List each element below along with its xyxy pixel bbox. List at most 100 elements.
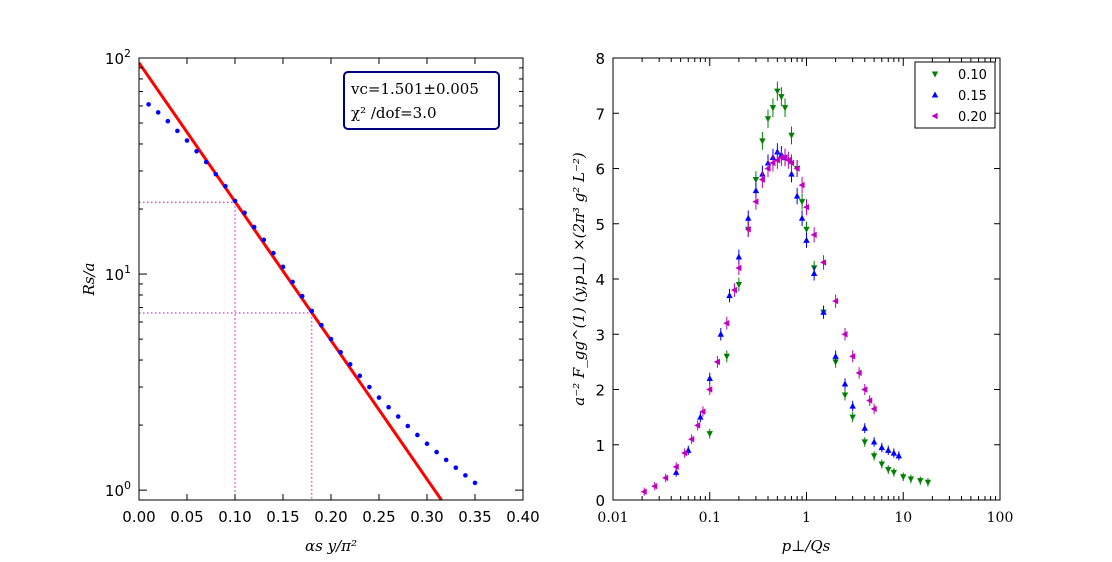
- right-y-tick-label: 7: [595, 105, 605, 123]
- right-x-tick-label: 1: [802, 510, 811, 526]
- data-point: [290, 279, 295, 285]
- data-point: [405, 423, 411, 429]
- data-point: [861, 424, 868, 431]
- data-point: [803, 236, 810, 243]
- right-y-tick-label: 2: [595, 382, 605, 400]
- left-y-tick-label: 100: [105, 479, 131, 500]
- fit-annotation-line1: vc=1.501±0.005: [350, 80, 479, 98]
- data-point: [261, 237, 267, 243]
- data-point: [299, 293, 305, 299]
- data-point: [672, 463, 679, 471]
- left-x-axis-label: αs y/π²: [305, 537, 357, 555]
- data-point: [319, 322, 324, 328]
- data-point: [651, 482, 658, 490]
- data-point: [832, 297, 839, 305]
- data-point: [251, 224, 257, 230]
- data-point: [453, 465, 459, 470]
- data-point: [820, 308, 827, 315]
- data-point: [841, 331, 848, 338]
- data-point: [203, 159, 209, 165]
- data-point: [706, 431, 713, 438]
- data-point: [769, 105, 777, 112]
- data-point: [347, 362, 353, 367]
- data-point: [841, 380, 849, 387]
- left-y-axis-label: Rs/a: [80, 263, 98, 297]
- data-point: [367, 384, 372, 390]
- data-point: [788, 132, 795, 139]
- data-point: [781, 105, 789, 112]
- data-point: [155, 110, 161, 115]
- data-point: [878, 443, 885, 451]
- data-point: [793, 165, 800, 172]
- data-point: [820, 259, 827, 266]
- data-point: [735, 281, 743, 289]
- right-y-tick-label: 3: [595, 326, 605, 344]
- data-point: [726, 292, 733, 299]
- data-point: [832, 359, 839, 366]
- data-point: [165, 118, 171, 124]
- fit-line: [139, 61, 443, 500]
- legend-label: 0.20: [958, 110, 987, 125]
- data-point: [798, 199, 806, 206]
- left-x-tick-label: 0.30: [410, 508, 443, 526]
- data-point: [781, 154, 788, 161]
- data-point: [697, 413, 704, 420]
- data-point: [309, 308, 315, 314]
- data-point: [788, 170, 795, 177]
- data-point: [885, 467, 892, 474]
- legend-label: 0.10: [958, 68, 987, 83]
- legend-label: 0.15: [958, 89, 987, 104]
- left-x-tick-label: 0.10: [218, 508, 251, 526]
- left-x-tick-label: 0.05: [170, 508, 203, 526]
- data-point: [778, 94, 785, 101]
- left-x-tick-label: 0.35: [458, 508, 491, 526]
- data-point: [885, 446, 892, 453]
- data-point: [752, 176, 760, 184]
- data-point: [890, 449, 898, 456]
- left-x-tick-label: 0.00: [122, 508, 155, 526]
- data-point: [866, 397, 873, 404]
- data-point: [415, 432, 420, 438]
- data-point: [713, 358, 720, 366]
- data-point: [774, 88, 781, 95]
- data-point: [849, 402, 856, 409]
- data-point: [443, 457, 449, 463]
- data-point: [764, 116, 772, 123]
- legend: 0.10 0.15 0.20: [914, 61, 996, 129]
- data-point: [699, 408, 706, 415]
- right-chart: 0.01 0.1 1 10 100 0 1 2 3 4 5 6 7 8 0.10 0.15 0.20 p⊥/…: [570, 50, 1013, 555]
- data-point: [900, 474, 907, 481]
- right-y-tick-label: 8: [595, 50, 605, 68]
- data-point: [328, 336, 334, 342]
- data-point: [798, 214, 806, 221]
- data-point: [271, 250, 276, 256]
- data-point: [694, 422, 701, 429]
- left-x-tick-label: 0.20: [314, 508, 347, 526]
- data-point: [232, 198, 238, 204]
- data-point: [688, 436, 695, 443]
- legend-marker: [931, 71, 939, 78]
- right-y-tick-label: 1: [595, 437, 605, 455]
- right-plot-area: [613, 58, 1000, 500]
- left-y-tick-label: 102: [105, 47, 131, 68]
- right-x-tick-label: 10: [894, 510, 912, 526]
- right-x-tick-label: 100: [987, 510, 1014, 526]
- right-y-tick-label: 4: [595, 271, 605, 289]
- right-x-axis-label: p⊥/Qs: [782, 537, 831, 555]
- data-point: [280, 264, 286, 270]
- data-point: [870, 405, 877, 413]
- data-point: [744, 226, 751, 233]
- data-point: [672, 468, 680, 475]
- data-point: [769, 159, 776, 167]
- right-x-tick-label: 0.01: [597, 510, 628, 526]
- data-point: [662, 474, 669, 482]
- data-point: [787, 159, 795, 167]
- right-y-tick-label: 0: [595, 492, 605, 510]
- data-point: [730, 286, 738, 294]
- data-point: [861, 386, 868, 393]
- data-point: [395, 414, 401, 419]
- left-x-tick-label: 0.15: [266, 508, 299, 526]
- data-point: [890, 469, 898, 476]
- data-point: [338, 349, 343, 355]
- data-point: [870, 438, 878, 445]
